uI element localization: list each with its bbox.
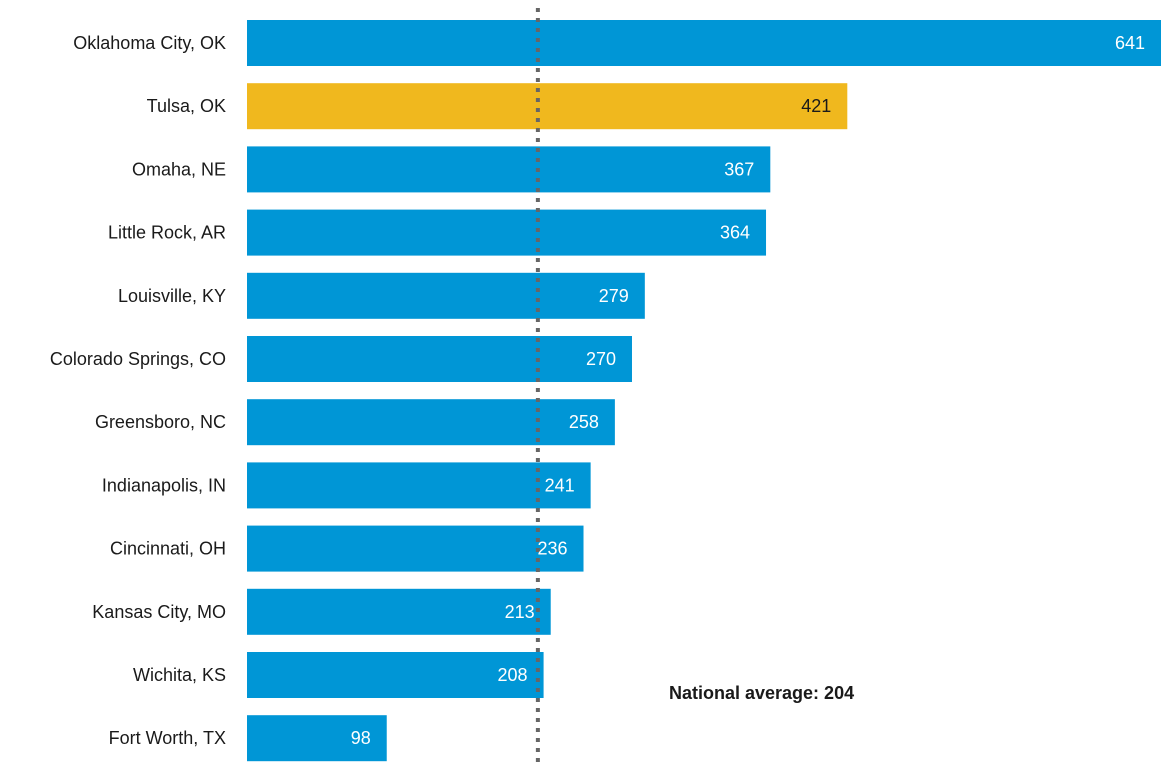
data-label: 208 bbox=[498, 665, 528, 685]
category-label: Oklahoma City, OK bbox=[73, 33, 226, 53]
bars-group bbox=[247, 20, 1161, 762]
data-label: 367 bbox=[724, 159, 754, 179]
bar bbox=[247, 83, 848, 130]
category-label: Greensboro, NC bbox=[95, 412, 226, 432]
data-label: 213 bbox=[505, 602, 535, 622]
bar bbox=[247, 209, 767, 256]
category-labels-group: Oklahoma City, OK Tulsa, OK Omaha, NE Littl… bbox=[50, 33, 226, 748]
category-label: Louisville, KY bbox=[118, 286, 226, 306]
category-label: Fort Worth, TX bbox=[109, 728, 226, 748]
bar bbox=[247, 20, 1161, 66]
bar bbox=[247, 462, 591, 509]
bar bbox=[247, 272, 645, 319]
category-label: Indianapolis, IN bbox=[102, 475, 226, 495]
category-label: Kansas City, MO bbox=[92, 602, 226, 622]
data-label: 270 bbox=[586, 349, 616, 369]
bar bbox=[247, 588, 551, 635]
bar bbox=[247, 336, 632, 382]
data-label: 421 bbox=[801, 96, 831, 116]
value-labels-group: 641 421 367 364 279 270 258 241 236 213 208 98 bbox=[351, 33, 1145, 748]
national-average-label: National average: 204 bbox=[669, 683, 854, 703]
data-label: 641 bbox=[1115, 33, 1145, 53]
bar bbox=[247, 715, 387, 762]
data-label: 258 bbox=[569, 412, 599, 432]
category-label: Wichita, KS bbox=[133, 665, 226, 685]
category-label: Little Rock, AR bbox=[108, 223, 226, 243]
bar bbox=[247, 146, 771, 193]
data-label: 279 bbox=[599, 286, 629, 306]
bar bbox=[247, 525, 584, 572]
data-label: 364 bbox=[720, 223, 750, 243]
data-label: 98 bbox=[351, 728, 371, 748]
category-label: Tulsa, OK bbox=[147, 96, 226, 116]
category-label: Colorado Springs, CO bbox=[50, 349, 226, 369]
data-label: 241 bbox=[545, 475, 575, 495]
category-label: Cincinnati, OH bbox=[110, 539, 226, 559]
bar bbox=[247, 652, 544, 698]
category-label: Omaha, NE bbox=[132, 159, 226, 179]
data-label: 236 bbox=[537, 539, 567, 559]
bar bbox=[247, 399, 615, 446]
